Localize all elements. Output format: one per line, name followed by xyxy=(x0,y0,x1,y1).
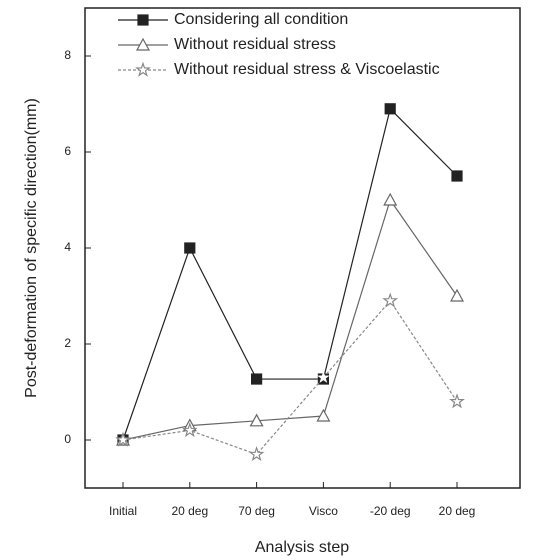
data-point xyxy=(451,170,463,182)
series-line xyxy=(122,107,458,441)
data-point xyxy=(115,431,131,447)
series-line xyxy=(122,198,458,441)
x-tick-label: Visco xyxy=(309,504,338,518)
x-tick-label: 20 deg xyxy=(171,504,208,518)
y-tick-label: 4 xyxy=(64,240,71,254)
plot-frame xyxy=(84,7,521,489)
legend-marker xyxy=(135,61,151,77)
x-tick-label: 20 deg xyxy=(439,504,476,518)
legend-marker xyxy=(135,37,151,51)
data-point xyxy=(181,422,198,438)
series-line xyxy=(122,299,458,456)
data-point xyxy=(316,408,331,422)
data-point xyxy=(251,373,263,385)
x-tick-label: Initial xyxy=(109,504,137,518)
legend-label: Without residual stress xyxy=(174,36,336,53)
data-point xyxy=(249,413,264,427)
data-point xyxy=(382,292,399,308)
y-tick-label: 8 xyxy=(64,48,71,62)
y-tick-label: 6 xyxy=(64,144,71,158)
data-point xyxy=(449,393,465,409)
y-tick-label: 0 xyxy=(64,432,71,446)
x-tick-label: -20 deg xyxy=(370,504,411,518)
data-point xyxy=(384,103,396,115)
legend-marker xyxy=(137,14,149,26)
data-point xyxy=(184,242,196,254)
legend-label: Considering all condition xyxy=(174,11,348,28)
y-tick-label: 2 xyxy=(64,336,71,350)
legend-label: Without residual stress & Viscoelastic xyxy=(174,61,440,78)
x-tick-label: 70 deg xyxy=(238,504,275,518)
data-point xyxy=(248,446,265,462)
data-point xyxy=(317,371,330,383)
x-axis-title: Analysis step xyxy=(255,539,349,556)
data-point xyxy=(449,288,465,302)
data-point xyxy=(383,192,398,206)
y-axis-title: Post-deformation of specific direction(m… xyxy=(23,98,40,398)
